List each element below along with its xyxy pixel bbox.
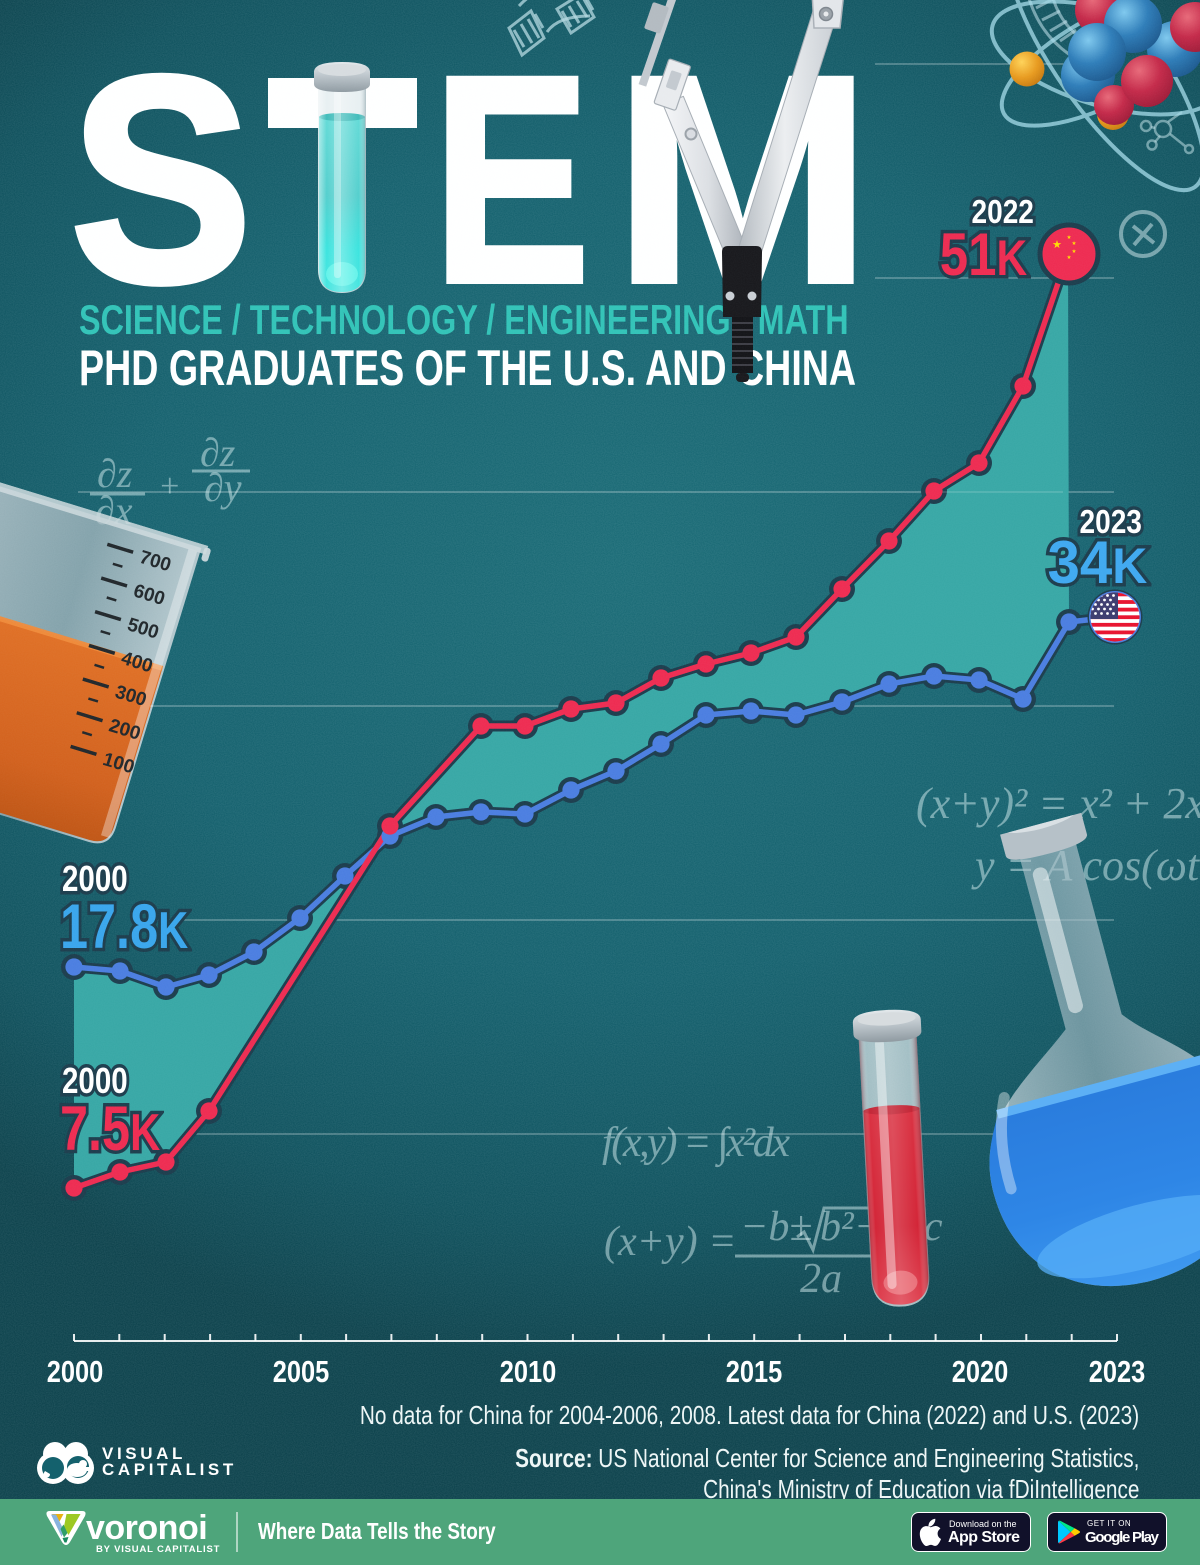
svg-text:2015: 2015 <box>726 1355 783 1390</box>
svg-text:2020: 2020 <box>952 1355 1009 1390</box>
svg-text:GET IT ON: GET IT ON <box>1087 1519 1131 1528</box>
svg-text:App Store: App Store <box>948 1529 1020 1546</box>
svg-text:2010: 2010 <box>500 1355 557 1390</box>
svg-text:2000: 2000 <box>47 1355 104 1390</box>
svg-text:2005: 2005 <box>273 1355 330 1390</box>
svg-text:2023: 2023 <box>1089 1355 1146 1390</box>
svg-text:Google Play: Google Play <box>1085 1529 1160 1546</box>
svg-text:Download on the: Download on the <box>949 1519 1017 1529</box>
